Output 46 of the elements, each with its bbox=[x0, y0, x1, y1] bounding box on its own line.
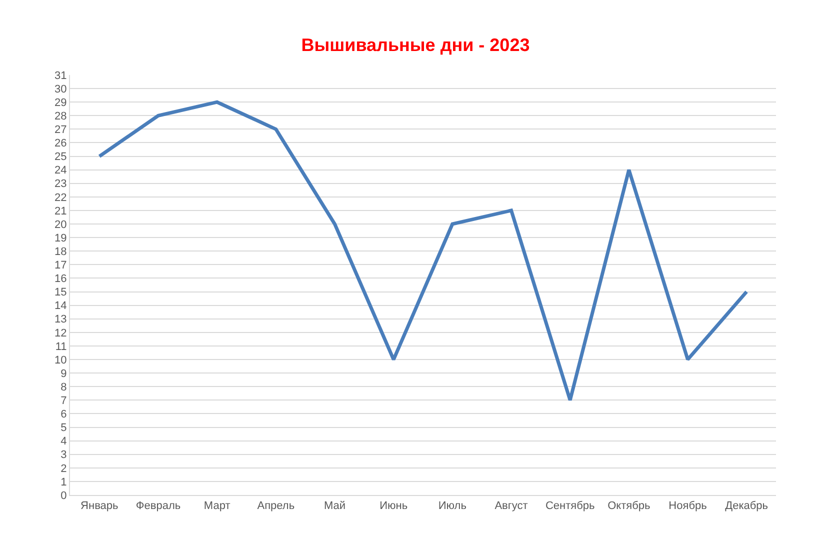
x-tick-label: Август bbox=[494, 500, 528, 512]
x-tick-label: Декабрь bbox=[725, 500, 768, 512]
x-tick-label: Май bbox=[324, 500, 346, 512]
y-tick-label: 25 bbox=[54, 151, 67, 164]
y-tick-label: 31 bbox=[54, 70, 67, 82]
y-tick-label: 30 bbox=[54, 83, 67, 96]
chart-title: Вышивальные дни - 2023 bbox=[301, 34, 530, 55]
y-tick-label: 19 bbox=[54, 232, 67, 244]
x-tick-label: Январь bbox=[80, 500, 119, 512]
y-tick-label: 11 bbox=[55, 340, 67, 353]
y-tick-label: 13 bbox=[54, 314, 67, 326]
y-tick-label: 21 bbox=[54, 205, 67, 218]
y-tick-label: 17 bbox=[54, 260, 67, 272]
y-tick-label: 23 bbox=[54, 178, 67, 190]
y-tick-label: 16 bbox=[54, 273, 67, 286]
y-tick-label: 0 bbox=[60, 490, 67, 502]
x-tick-label: Апрель bbox=[257, 500, 295, 512]
y-tick-label: 29 bbox=[54, 96, 67, 109]
x-tick-label: Сентябрь bbox=[545, 500, 595, 512]
y-tick-label: 24 bbox=[54, 164, 67, 177]
x-tick-label: Июль bbox=[438, 500, 467, 512]
y-tick-label: 26 bbox=[54, 138, 67, 150]
x-tick-label: Июнь bbox=[380, 500, 408, 512]
y-tick-label: 15 bbox=[54, 286, 67, 299]
y-tick-label: 10 bbox=[54, 354, 67, 366]
y-tick-label: 5 bbox=[60, 422, 67, 434]
x-tick-label: Март bbox=[204, 500, 230, 512]
y-tick-label: 8 bbox=[60, 381, 67, 394]
y-tick-label: 3 bbox=[60, 449, 67, 462]
y-tick-label: 6 bbox=[60, 408, 67, 421]
y-tick-label: 27 bbox=[54, 124, 67, 136]
y-tick-label: 1 bbox=[60, 476, 67, 488]
y-tick-label: 9 bbox=[60, 368, 67, 380]
y-tick-label: 14 bbox=[54, 300, 67, 312]
y-tick-label: 12 bbox=[54, 327, 67, 340]
line-series bbox=[98, 100, 748, 402]
y-tick-label: 28 bbox=[54, 110, 67, 122]
y-tick-label: 20 bbox=[54, 218, 67, 231]
y-tick-label: 22 bbox=[54, 192, 67, 204]
x-tick-label: Ноябрь bbox=[668, 500, 708, 512]
y-tick-label: 2 bbox=[60, 462, 67, 475]
y-tick-label: 18 bbox=[54, 246, 67, 258]
y-tick-label: 4 bbox=[60, 436, 67, 448]
y-tick-label: 7 bbox=[60, 395, 67, 408]
x-tick-label: Октябрь bbox=[608, 500, 651, 512]
x-tick-label: Февраль bbox=[136, 500, 181, 512]
